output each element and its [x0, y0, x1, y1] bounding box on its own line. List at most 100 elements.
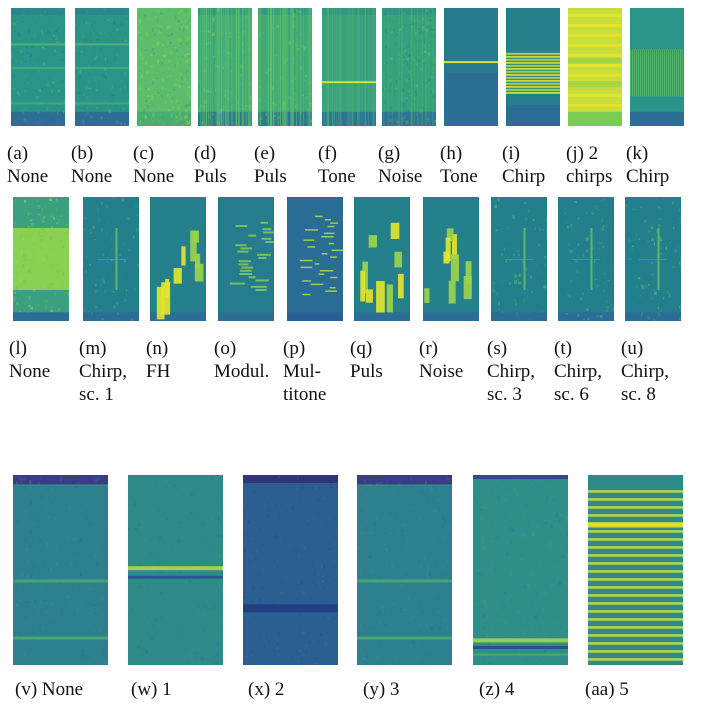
- caption-label: Chirp,: [487, 361, 536, 382]
- caption-letter: (e): [254, 143, 276, 164]
- caption-letter: (i): [502, 143, 520, 164]
- spectrogram-e: [258, 8, 312, 126]
- caption-label-2: sc. 6: [554, 384, 589, 405]
- caption-y: (y) 3: [363, 678, 399, 701]
- caption-g: (g) Noise: [378, 142, 422, 188]
- caption-letter: (c): [133, 143, 155, 164]
- caption-letter: (z) 4: [479, 679, 515, 700]
- caption-j: (j) 2 chirps: [566, 142, 612, 188]
- spectrogram-p: [287, 197, 343, 321]
- caption-letter: (r): [419, 338, 438, 359]
- caption-label: Chirp: [502, 166, 546, 187]
- caption-label: Chirp,: [621, 361, 670, 382]
- caption-b: (b) None: [71, 142, 112, 188]
- caption-letter: (aa) 5: [585, 679, 629, 700]
- caption-label: None: [133, 166, 175, 187]
- caption-letter: (u): [621, 338, 644, 359]
- caption-d: (d) Puls: [194, 142, 227, 188]
- caption-m: (m) Chirp, sc. 1: [79, 337, 127, 406]
- caption-letter: (o): [214, 338, 237, 359]
- caption-e: (e) Puls: [254, 142, 287, 188]
- caption-letter: (m): [79, 338, 107, 359]
- caption-label: Noise: [419, 361, 464, 382]
- caption-label: Tone: [440, 166, 478, 187]
- caption-letter: (b): [71, 143, 94, 164]
- spectrogram-v: [13, 475, 108, 665]
- caption-n: (n) FH: [146, 337, 170, 383]
- caption-label-2: sc. 3: [487, 384, 522, 405]
- caption-letter: (t): [554, 338, 572, 359]
- spectrogram-r: [423, 197, 479, 321]
- caption-letter: (s): [487, 338, 508, 359]
- caption-letter: (h): [440, 143, 463, 164]
- spectrogram-n: [150, 197, 206, 321]
- caption-label: None: [9, 361, 51, 382]
- spectrogram-d: [198, 8, 252, 126]
- caption-o: (o) Modul.: [214, 337, 269, 383]
- caption-f: (f) Tone: [318, 142, 356, 188]
- spectrogram-h: [444, 8, 498, 126]
- caption-aa: (aa) 5: [585, 678, 629, 701]
- spectrogram-t: [558, 197, 614, 321]
- caption-letter: (v) None: [15, 679, 84, 700]
- caption-label: Mul-: [283, 361, 321, 382]
- spectrogram-m: [83, 197, 139, 321]
- caption-label: Tone: [318, 166, 356, 187]
- caption-letter: (n): [146, 338, 169, 359]
- caption-letter: (j) 2: [566, 143, 599, 164]
- spectrogram-a: [11, 8, 65, 126]
- spectrogram-k: [630, 8, 684, 126]
- caption-label-2: sc. 8: [621, 384, 656, 405]
- spectrogram-y: [357, 475, 452, 665]
- caption-label: FH: [146, 361, 171, 382]
- caption-i: (i) Chirp: [502, 142, 545, 188]
- caption-letter: (f): [318, 143, 337, 164]
- caption-letter: (p): [283, 338, 306, 359]
- spectrogram-u: [625, 197, 681, 321]
- caption-letter: (d): [194, 143, 217, 164]
- caption-label: Chirp: [626, 166, 670, 187]
- caption-letter: (y) 3: [363, 679, 400, 700]
- spectrogram-g: [382, 8, 436, 126]
- caption-letter: (l): [9, 338, 27, 359]
- caption-q: (q) Puls: [350, 337, 383, 383]
- caption-u: (u) Chirp, sc. 8: [621, 337, 669, 406]
- spectrogram-w: [128, 475, 223, 665]
- caption-t: (t) Chirp, sc. 6: [554, 337, 602, 406]
- caption-letter: (x) 2: [248, 679, 285, 700]
- caption-s: (s) Chirp, sc. 3: [487, 337, 535, 406]
- spectrogram-f: [322, 8, 376, 126]
- caption-r: (r) Noise: [419, 337, 463, 383]
- caption-v: (v) None: [15, 678, 83, 701]
- caption-a: (a) None: [7, 142, 48, 188]
- caption-label: Puls: [254, 166, 287, 187]
- caption-letter: (k): [626, 143, 649, 164]
- spectrogram-aa: [588, 475, 683, 665]
- caption-label: chirps: [566, 166, 613, 187]
- caption-label-2: titone: [283, 384, 327, 405]
- caption-label: Puls: [194, 166, 227, 187]
- spectrogram-l: [13, 197, 69, 321]
- caption-p: (p) Mul-titone: [283, 337, 326, 406]
- caption-l: (l) None: [9, 337, 50, 383]
- caption-letter: (g): [378, 143, 401, 164]
- caption-label: Chirp,: [554, 361, 603, 382]
- caption-z: (z) 4: [479, 678, 514, 701]
- spectrogram-z: [473, 475, 568, 665]
- spectrogram-i: [506, 8, 560, 126]
- caption-letter: (w) 1: [131, 679, 172, 700]
- caption-label: None: [7, 166, 49, 187]
- caption-letter: (a): [7, 143, 29, 164]
- spectrogram-c: [137, 8, 191, 126]
- spectrogram-x: [243, 475, 338, 665]
- caption-w: (w) 1: [131, 678, 172, 701]
- spectrogram-b: [75, 8, 129, 126]
- spectrogram-j: [568, 8, 622, 126]
- caption-label: None: [71, 166, 113, 187]
- caption-label: Chirp,: [79, 361, 128, 382]
- caption-k: (k) Chirp: [626, 142, 669, 188]
- caption-h: (h) Tone: [440, 142, 478, 188]
- spectrogram-q: [354, 197, 410, 321]
- caption-label: Modul.: [214, 361, 270, 382]
